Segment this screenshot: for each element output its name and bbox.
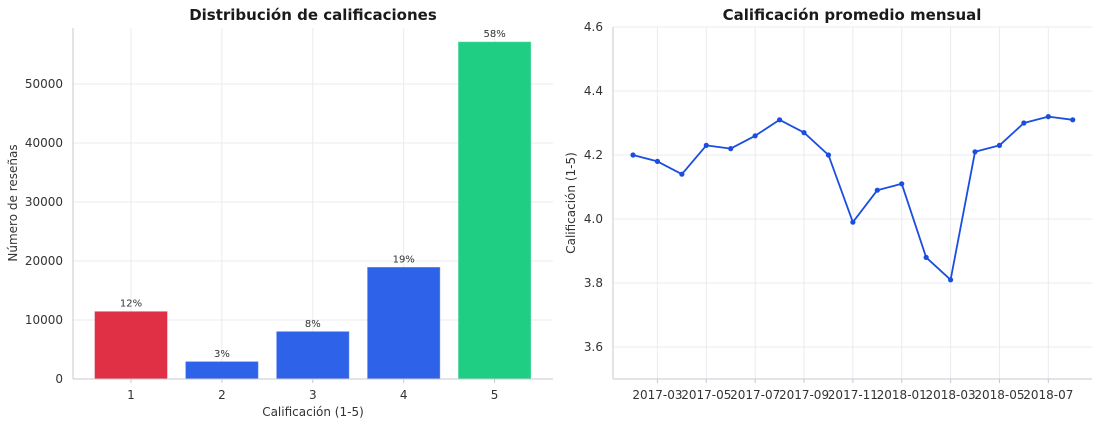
bar-data-label: 58% — [483, 29, 505, 40]
bar-data-label: 19% — [393, 255, 415, 266]
line-point-2017-07 — [752, 133, 758, 139]
bar-y-tick-label: 50000 — [25, 77, 63, 91]
line-x-tick-label: 2018-05 — [974, 388, 1024, 402]
line-point-2018-03 — [947, 277, 954, 283]
line-y-tick-label: 4.0 — [584, 212, 603, 226]
line-x-tick-label: 2018-01 — [877, 388, 927, 402]
line-point-2017-12 — [874, 187, 880, 193]
line-point-2017-10 — [825, 152, 832, 158]
line-point-2017-11 — [850, 219, 856, 225]
line-point-2017-04 — [679, 171, 685, 177]
bar-x-ticks: 1 2 3 4 5 — [127, 379, 498, 402]
bar-y-tick-label: 30000 — [25, 195, 63, 209]
bar-x-tick-label: 1 — [127, 388, 135, 402]
line-x-tick-label: 2017-03 — [632, 388, 682, 402]
line-point-2018-02 — [923, 254, 929, 260]
bar-data-labels: 12% 3% 8% 19% 58% — [120, 29, 506, 360]
line-point-2017-03 — [654, 158, 661, 164]
line-point-2018-07 — [1045, 114, 1051, 120]
bar-data-label: 12% — [120, 299, 142, 310]
bar-x-tick-label: 3 — [309, 388, 317, 402]
line-point-2017-06 — [728, 146, 734, 152]
line-points — [630, 114, 1076, 283]
bar-x-tick-label: 5 — [491, 388, 499, 402]
line-x-tick-label: 2017-09 — [779, 388, 829, 402]
line-point-2017-05 — [703, 142, 709, 148]
bar-4 — [367, 267, 441, 380]
line-point-2018-01 — [899, 181, 905, 187]
bar-3 — [276, 331, 350, 380]
bar-y-tick-label: 40000 — [25, 136, 63, 150]
line-y-ticks: 3.6 3.8 4.0 4.2 4.4 4.6 — [584, 20, 603, 354]
bar-y-ticks: 0 10000 20000 30000 40000 50000 — [25, 77, 63, 386]
line-chart-title: Calificación promedio mensual — [723, 6, 982, 24]
line-y-tick-label: 4.2 — [584, 148, 603, 162]
bar-5 — [458, 41, 532, 380]
line-y-tick-label: 3.6 — [584, 340, 603, 354]
bar-y-tick-label: 20000 — [25, 254, 63, 268]
bar-series — [94, 41, 532, 380]
bar-data-label: 3% — [214, 349, 230, 360]
bar-x-axis-label: Calificación (1-5) — [262, 405, 364, 419]
line-x-tick-label: 2018-03 — [926, 388, 976, 402]
line-point-2018-05 — [996, 142, 1003, 148]
bar-y-tick-label: 10000 — [25, 313, 63, 327]
bar-2 — [185, 361, 259, 380]
line-y-tick-label: 4.6 — [584, 20, 603, 34]
line-point-2017-09 — [801, 130, 807, 136]
line-point-2018-04 — [972, 149, 978, 155]
line-point-2018-08 — [1070, 117, 1076, 123]
bar-chart-title: Distribución de calificaciones — [189, 6, 437, 24]
line-x-tick-label: 2017-11 — [828, 388, 878, 402]
line-gridlines — [613, 26, 1092, 379]
bar-x-tick-label: 4 — [400, 388, 408, 402]
line-point-2017-08 — [776, 117, 783, 123]
line-point-2017-02 — [630, 152, 636, 158]
bar-y-axis-label: Número de reseñas — [6, 144, 20, 261]
line-y-tick-label: 3.8 — [584, 276, 603, 290]
line-x-tick-label: 2017-07 — [730, 388, 780, 402]
line-point-2018-06 — [1021, 120, 1027, 126]
line-y-axis-label: Calificación (1-5) — [564, 152, 578, 254]
line-x-tick-label: 2017-05 — [681, 388, 731, 402]
line-chart: Calificación promedio mensual 3.6 3.8 4.0 4… — [564, 6, 1092, 402]
bar-1 — [94, 311, 168, 380]
line-y-tick-label: 4.4 — [584, 84, 603, 98]
line-x-ticks: 2017-032017-052017-072017-092017-112018-… — [632, 379, 1073, 402]
line-x-tick-label: 2018-07 — [1023, 388, 1073, 402]
bar-data-label: 8% — [305, 319, 321, 330]
bar-chart: Distribución de calificaciones 12% 3% 8% 19… — [6, 6, 553, 419]
bar-x-tick-label: 2 — [218, 388, 226, 402]
bar-y-tick-label: 0 — [55, 372, 63, 386]
